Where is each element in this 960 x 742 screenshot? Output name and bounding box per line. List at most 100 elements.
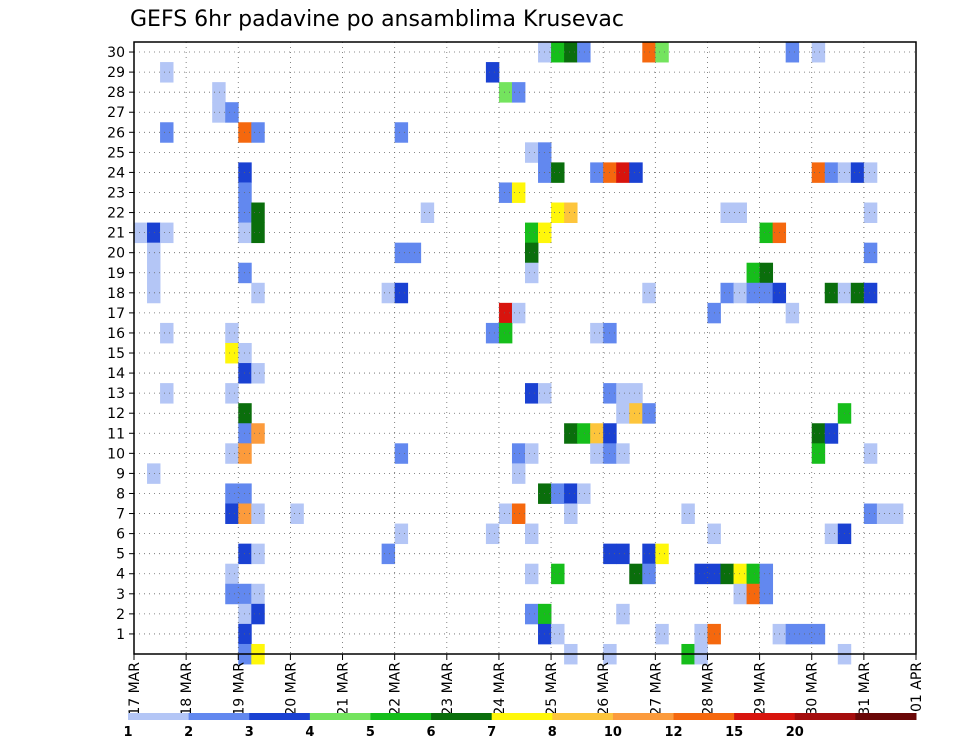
legend-swatch xyxy=(673,713,735,720)
legend-label: 3 xyxy=(245,725,254,740)
precip-cell xyxy=(564,202,578,223)
precip-cell xyxy=(733,282,747,304)
precip-cell xyxy=(498,302,513,324)
precip-cell xyxy=(251,583,265,605)
legend-label: 20 xyxy=(786,725,804,740)
precip-cell xyxy=(511,503,526,524)
precip-cell xyxy=(577,423,591,444)
precip-cell xyxy=(824,523,839,545)
precip-cell xyxy=(525,563,539,585)
precip-cell xyxy=(160,122,174,143)
precip-cell xyxy=(251,543,265,565)
precip-cell xyxy=(720,282,734,304)
precip-cell xyxy=(564,42,578,63)
precip-cell xyxy=(564,503,578,524)
y-tick-label: 23 xyxy=(107,185,125,201)
legend-label: 15 xyxy=(725,725,743,740)
y-tick-label: 10 xyxy=(107,446,125,462)
precip-cell xyxy=(498,503,513,524)
x-tick-label: 22 MAR xyxy=(388,662,404,716)
precip-cell xyxy=(394,523,409,545)
precip-cell xyxy=(394,282,409,304)
precip-cell xyxy=(551,202,565,223)
precip-cell xyxy=(759,583,774,605)
precip-cell xyxy=(785,42,800,63)
precip-cell xyxy=(629,383,643,404)
precip-cell xyxy=(733,563,747,585)
precip-cell xyxy=(551,563,565,585)
legend-label: 2 xyxy=(184,725,193,740)
precip-cell xyxy=(564,483,578,504)
precip-cell xyxy=(889,503,904,524)
y-axis-ticks: 1234567891011121314151617181920212223242… xyxy=(107,45,134,643)
legend-swatch xyxy=(128,713,190,720)
legend-swatch xyxy=(612,713,675,720)
y-tick-label: 6 xyxy=(116,527,125,543)
x-tick-label: 21 MAR xyxy=(336,662,352,716)
precip-cell xyxy=(850,282,865,304)
precip-cell xyxy=(160,383,174,404)
precip-cell xyxy=(785,302,800,324)
legend-label: 6 xyxy=(427,725,436,740)
y-tick-label: 1 xyxy=(116,627,125,643)
y-tick-label: 29 xyxy=(107,65,125,81)
y-tick-label: 3 xyxy=(116,587,125,603)
y-tick-label: 14 xyxy=(107,366,125,382)
precip-cell xyxy=(251,363,265,384)
precip-cell xyxy=(746,583,760,605)
precip-cell xyxy=(655,42,669,63)
precip-cell xyxy=(564,423,578,444)
precip-cell xyxy=(798,623,813,645)
precip-cell xyxy=(525,443,539,464)
precip-cell xyxy=(225,443,239,464)
x-tick-label: 31 MAR xyxy=(857,662,873,716)
chart-title: GEFS 6hr padavine po ansamblima Krusevac xyxy=(130,7,624,32)
precip-cell xyxy=(590,443,604,464)
precip-cell xyxy=(759,262,774,284)
x-tick-label: 19 MAR xyxy=(231,662,247,716)
precip-cell xyxy=(863,503,878,524)
precip-cell xyxy=(160,222,174,244)
y-tick-label: 28 xyxy=(107,85,125,101)
precip-cell xyxy=(811,42,826,63)
precip-cell xyxy=(251,423,265,444)
precip-cell xyxy=(759,563,774,585)
y-tick-label: 13 xyxy=(107,386,125,402)
precip-cell xyxy=(525,142,539,163)
y-tick-label: 30 xyxy=(107,45,125,61)
precip-cell xyxy=(863,242,878,264)
plot-frame xyxy=(133,41,917,655)
precip-cell xyxy=(147,222,161,244)
precip-cell xyxy=(485,62,500,83)
x-tick-label: 27 MAR xyxy=(648,662,664,716)
precip-cell xyxy=(681,503,695,524)
precip-cell xyxy=(733,202,747,223)
precip-cell xyxy=(551,483,565,504)
precip-cell xyxy=(290,503,304,524)
precip-cell xyxy=(590,423,604,444)
precip-cell xyxy=(225,483,239,504)
precip-cell xyxy=(225,322,239,344)
precip-cell xyxy=(381,282,396,304)
precip-cell xyxy=(551,623,565,645)
precip-cell xyxy=(525,603,539,625)
y-tick-label: 25 xyxy=(107,145,125,161)
precip-cell xyxy=(616,443,630,464)
precip-cell xyxy=(824,423,839,444)
color-legend: 1 2 3 4 5 6 7 8 10 12 15 20 xyxy=(123,713,917,740)
y-tick-label: 11 xyxy=(107,426,125,442)
x-tick-label: 20 MAR xyxy=(283,662,299,716)
precip-cell xyxy=(147,242,161,264)
grid-lines xyxy=(134,42,916,654)
precip-cell xyxy=(629,403,643,424)
precip-cell xyxy=(160,322,174,344)
precip-cell xyxy=(551,162,565,183)
precip-cell xyxy=(225,342,239,364)
precip-cell xyxy=(863,443,878,464)
precip-cell xyxy=(511,443,526,464)
y-tick-label: 19 xyxy=(107,266,125,282)
legend-label: 1 xyxy=(123,725,132,740)
x-axis-ticks: 17 MAR 18 MAR 19 MAR 20 MAR 21 MAR 22 MAR 23 M… xyxy=(127,654,925,716)
legend-swatch xyxy=(552,713,614,720)
precip-cell xyxy=(251,282,265,304)
